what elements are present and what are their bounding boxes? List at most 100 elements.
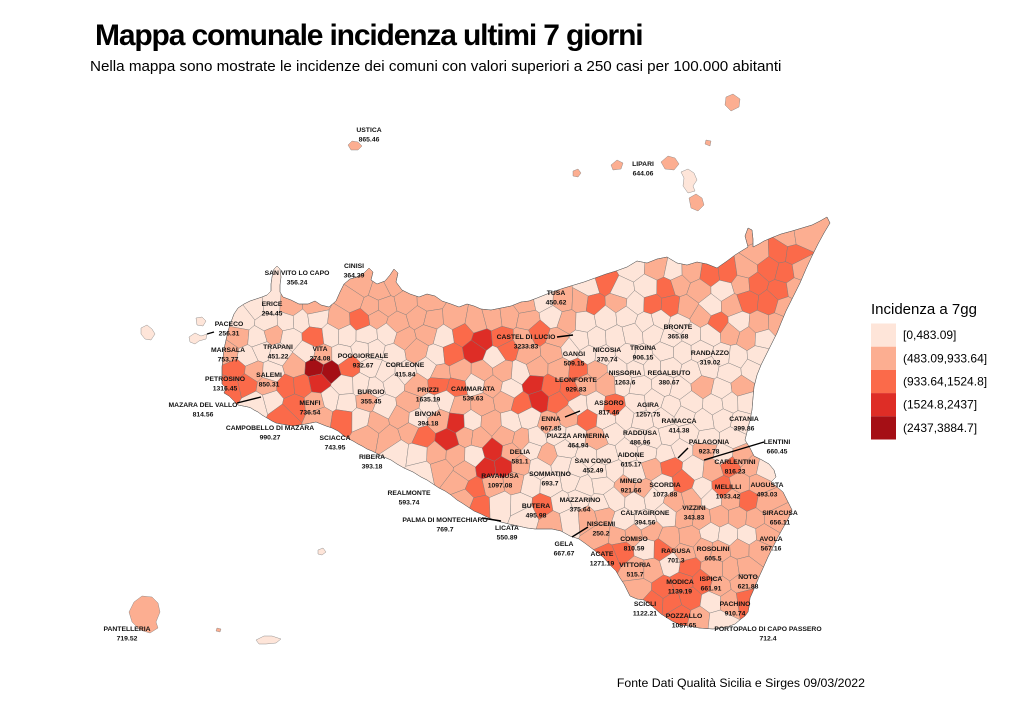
svg-text:CAMPOBELLO DI MAZARA: CAMPOBELLO DI MAZARA [226, 425, 314, 432]
svg-text:850.31: 850.31 [259, 382, 280, 389]
svg-text:567.16: 567.16 [761, 546, 782, 553]
svg-text:LEONFORTE: LEONFORTE [555, 377, 597, 384]
svg-text:ENNA: ENNA [541, 416, 560, 423]
svg-text:414.38: 414.38 [669, 428, 690, 435]
svg-text:910.74: 910.74 [725, 611, 746, 618]
svg-text:667.67: 667.67 [554, 551, 575, 558]
svg-text:753.77: 753.77 [218, 357, 239, 364]
svg-text:LICATA: LICATA [495, 525, 519, 532]
svg-text:TUSA: TUSA [547, 290, 566, 297]
svg-text:RAVANUSA: RAVANUSA [481, 473, 519, 480]
svg-text:RAMACCA: RAMACCA [661, 418, 696, 425]
svg-text:CATANIA: CATANIA [729, 416, 759, 423]
svg-text:POZZALLO: POZZALLO [666, 613, 703, 620]
svg-text:493.03: 493.03 [757, 492, 778, 499]
svg-text:ERICE: ERICE [262, 301, 283, 308]
svg-text:319.02: 319.02 [700, 360, 721, 367]
svg-text:1087.65: 1087.65 [672, 623, 697, 630]
svg-text:375.64: 375.64 [570, 507, 591, 514]
svg-text:256.31: 256.31 [219, 331, 240, 338]
svg-text:AVOLA: AVOLA [759, 536, 782, 543]
svg-text:ISPICA: ISPICA [700, 576, 723, 583]
svg-text:1122.21: 1122.21 [633, 611, 657, 618]
svg-text:PORTOPALO DI CAPO PASSERO: PORTOPALO DI CAPO PASSERO [714, 626, 821, 633]
svg-text:RANDAZZO: RANDAZZO [691, 350, 729, 357]
svg-text:990.27: 990.27 [260, 435, 281, 442]
svg-text:MODICA: MODICA [666, 579, 694, 586]
svg-text:(933.64,1524.8]: (933.64,1524.8] [903, 375, 987, 389]
svg-text:CAMMARATA: CAMMARATA [451, 386, 495, 393]
svg-text:865.46: 865.46 [359, 137, 380, 144]
svg-text:REGALBUTO: REGALBUTO [648, 370, 691, 377]
svg-text:SAN VITO LO CAPO: SAN VITO LO CAPO [265, 270, 330, 277]
svg-text:906.15: 906.15 [633, 355, 654, 362]
svg-text:1263.6: 1263.6 [615, 380, 636, 387]
svg-text:AIDONE: AIDONE [618, 452, 645, 459]
svg-text:LIPARI: LIPARI [632, 161, 654, 168]
svg-text:294.45: 294.45 [262, 311, 283, 318]
svg-text:719.52: 719.52 [117, 636, 138, 643]
svg-text:CALTAGIRONE: CALTAGIRONE [621, 510, 670, 517]
svg-text:USTICA: USTICA [356, 127, 381, 134]
svg-text:RIBERA: RIBERA [359, 454, 385, 461]
svg-text:450.62: 450.62 [546, 300, 567, 307]
svg-text:CORLEONE: CORLEONE [386, 362, 425, 369]
svg-text:250.2: 250.2 [592, 531, 609, 538]
svg-text:701.3: 701.3 [667, 558, 684, 565]
svg-text:394.18: 394.18 [418, 421, 439, 428]
svg-text:MAZZARINO: MAZZARINO [560, 497, 601, 504]
svg-text:AUGUSTA: AUGUSTA [750, 482, 783, 489]
svg-text:1635.19: 1635.19 [416, 397, 441, 404]
svg-text:SAN CONO: SAN CONO [575, 458, 612, 465]
svg-text:REALMONTE: REALMONTE [387, 490, 431, 497]
svg-text:660.45: 660.45 [767, 449, 788, 456]
svg-text:MINEO: MINEO [620, 478, 642, 485]
svg-text:593.74: 593.74 [399, 500, 420, 507]
svg-text:923.78: 923.78 [699, 449, 720, 456]
svg-text:370.74: 370.74 [597, 357, 618, 364]
svg-text:BUTERA: BUTERA [522, 503, 550, 510]
svg-text:(1524.8,2437]: (1524.8,2437] [903, 398, 977, 412]
svg-text:PETROSINO: PETROSINO [205, 376, 245, 383]
svg-text:1139.19: 1139.19 [668, 589, 692, 596]
svg-text:3233.83: 3233.83 [514, 344, 539, 351]
svg-text:615.17: 615.17 [621, 462, 642, 469]
svg-text:NICOSIA: NICOSIA [593, 347, 621, 354]
svg-text:VITTORIA: VITTORIA [619, 562, 651, 569]
svg-text:452.49: 452.49 [583, 468, 604, 475]
svg-text:515.7: 515.7 [626, 572, 643, 579]
svg-text:LENTINI: LENTINI [764, 439, 791, 446]
svg-text:CASTEL DI LUCIO: CASTEL DI LUCIO [497, 334, 556, 341]
svg-text:BURGIO: BURGIO [357, 389, 384, 396]
svg-text:MARSALA: MARSALA [211, 347, 245, 354]
svg-text:769.7: 769.7 [436, 527, 453, 534]
svg-text:393.18: 393.18 [362, 464, 383, 471]
svg-text:274.08: 274.08 [310, 356, 331, 363]
svg-text:RADDUSA: RADDUSA [623, 430, 657, 437]
svg-text:495.98: 495.98 [526, 513, 547, 520]
svg-text:539.63: 539.63 [463, 396, 484, 403]
svg-text:356.24: 356.24 [287, 280, 308, 287]
svg-text:656.11: 656.11 [770, 520, 791, 527]
svg-text:SCICLI: SCICLI [634, 601, 656, 608]
svg-text:PACECO: PACECO [215, 321, 244, 328]
svg-text:1033.42: 1033.42 [716, 494, 741, 501]
svg-text:810.59: 810.59 [624, 546, 645, 553]
svg-text:VIZZINI: VIZZINI [682, 505, 706, 512]
svg-text:GELA: GELA [555, 541, 574, 548]
svg-text:NISCEMI: NISCEMI [587, 521, 615, 528]
svg-text:AGIRA: AGIRA [637, 402, 659, 409]
svg-text:394.56: 394.56 [635, 520, 656, 527]
svg-text:1316.45: 1316.45 [213, 386, 238, 393]
svg-text:VITA: VITA [313, 346, 328, 353]
svg-text:1271.19: 1271.19 [590, 561, 615, 568]
svg-text:PALAGONIA: PALAGONIA [689, 439, 729, 446]
svg-text:1097.08: 1097.08 [488, 483, 513, 490]
svg-text:817.46: 817.46 [599, 410, 620, 417]
svg-text:[0,483.09]: [0,483.09] [903, 328, 956, 342]
svg-text:MELILLI: MELILLI [715, 484, 742, 491]
svg-text:550.89: 550.89 [497, 535, 518, 542]
svg-text:CINISI: CINISI [344, 263, 364, 270]
svg-text:932.67: 932.67 [353, 363, 374, 370]
svg-text:PIAZZA ARMERINA: PIAZZA ARMERINA [547, 433, 610, 440]
